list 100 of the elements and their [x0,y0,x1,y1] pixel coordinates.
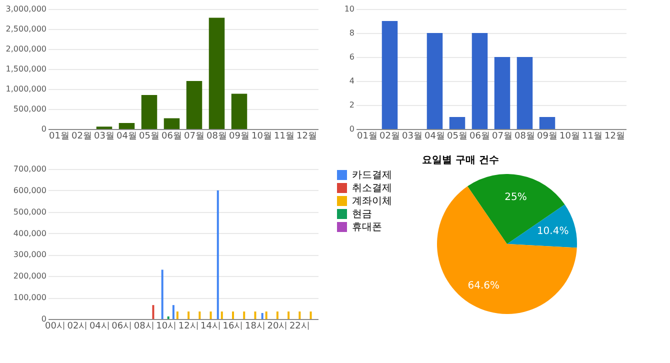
data-label: 64.6% [468,280,500,292]
x-tick-label: 01월 [49,132,70,142]
bar [265,312,268,319]
x-tick-label: 05월 [139,132,160,142]
y-tick-label: 1,000,000 [6,84,46,94]
y-tick-label: 200,000 [13,272,46,281]
x-tick-label: 11월 [582,132,602,142]
bar [288,312,290,319]
bar [310,312,312,319]
x-tick-label: 08월 [206,132,227,142]
legend-label: 취소결제 [352,183,392,194]
bar [298,312,301,319]
data-label: 10.4% [536,226,569,238]
bar [243,312,246,319]
data-label: 25% [504,192,527,204]
x-tick-label: 02월 [380,132,400,142]
bar [172,305,174,319]
bar [516,57,533,129]
y-tick-label: 2 [349,100,354,110]
y-tick-label: 1,500,000 [6,64,46,74]
bar [254,312,256,319]
y-tick-label: 0 [41,124,46,134]
x-tick-label: 02시 [67,322,88,332]
bar [186,81,202,129]
x-tick-label: 22시 [289,322,310,332]
bar [449,117,466,129]
bar [161,270,164,319]
bar [276,312,278,319]
bar [167,316,170,319]
bar [198,312,201,319]
bar [494,57,510,129]
bar [152,305,154,319]
y-tick-label: 600,000 [13,186,46,195]
chart-title: 요일별 구매 건수 [422,155,499,166]
x-tick-label: 03월 [402,132,422,142]
x-tick-label: 14시 [200,322,222,332]
y-tick-label: 700,000 [13,164,46,174]
x-tick-label: 07월 [492,132,512,142]
bar [472,33,488,129]
x-tick-label: 03월 [94,132,114,142]
x-tick-label: 08월 [514,132,535,142]
bar [141,95,158,129]
y-tick-label: 8 [349,28,354,38]
y-tick-label: 10 [344,4,354,14]
y-tick-label: 2,500,000 [6,24,46,34]
x-tick-label: 07월 [184,132,204,142]
y-tick-label: 6 [349,52,354,62]
x-tick-label: 01월 [357,132,378,142]
legend-label: 카드결제 [352,170,392,181]
legend-label: 계좌이체 [352,196,392,207]
bar [231,94,248,129]
legend-label: 현금 [352,209,372,220]
x-tick-label: 05월 [447,132,468,142]
y-tick-label: 500,000 [13,104,46,114]
pie-slice [437,186,577,314]
x-tick-label: 09월 [229,132,250,142]
y-tick-label: 3,000,000 [6,4,46,14]
x-tick-label: 12월 [604,132,625,142]
y-tick-label: 100,000 [13,293,46,302]
x-tick-label: 12시 [178,322,199,332]
x-tick-label: 06월 [162,132,182,142]
bar [220,312,223,319]
y-tick-label: 4 [349,76,354,86]
x-tick-label: 06월 [470,132,490,142]
bar [210,312,212,319]
y-tick-label: 2,000,000 [6,44,46,54]
bar [164,118,180,129]
legend-label: 휴대폰 [352,222,382,233]
bar [426,33,443,129]
x-tick-label: 11월 [274,132,294,142]
y-tick-label: 400,000 [13,228,46,238]
x-tick-label: 10시 [156,322,177,332]
x-tick-label: 08시 [134,322,154,332]
x-tick-label: 20시 [267,322,288,332]
pie-slice [507,204,577,248]
y-tick-label: 500,000 [13,207,46,216]
bar [208,18,225,129]
bar [176,312,178,319]
x-tick-label: 09월 [537,132,558,142]
x-tick-label: 16시 [222,322,244,332]
x-tick-label: 04월 [424,132,445,142]
bar [216,190,219,319]
x-tick-label: 06시 [112,322,132,332]
x-tick-label: 02월 [72,132,92,142]
bar [382,21,398,129]
x-tick-label: 12월 [296,132,317,142]
y-tick-label: 300,000 [13,250,46,260]
x-tick-label: 00시 [44,322,66,332]
bar [188,312,190,319]
x-tick-label: 10월 [252,132,272,142]
y-tick-label: 0 [41,314,46,324]
x-tick-label: 18시 [244,322,266,332]
bar [539,117,556,129]
x-tick-label: 10월 [560,132,580,142]
bar [261,313,264,319]
bar [118,123,135,129]
x-tick-label: 04시 [89,322,110,332]
x-tick-label: 04월 [116,132,137,142]
y-tick-label: 0 [349,124,354,134]
bar [232,312,234,319]
